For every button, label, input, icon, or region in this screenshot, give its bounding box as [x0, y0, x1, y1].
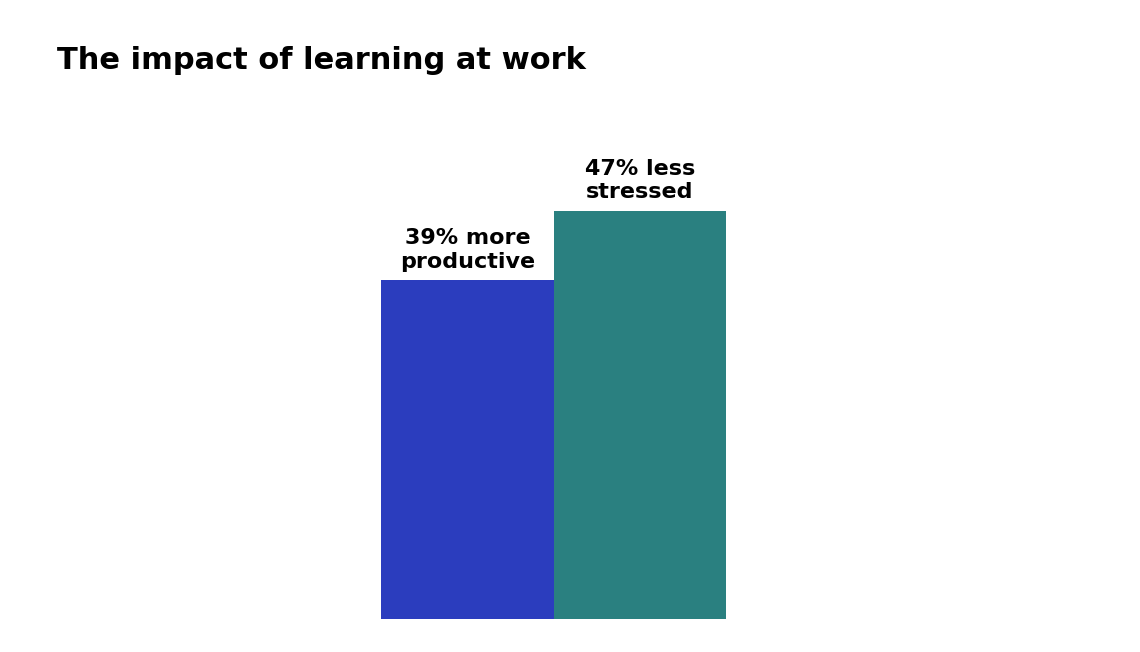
- Bar: [554, 211, 726, 619]
- Text: The impact of learning at work: The impact of learning at work: [57, 46, 586, 74]
- Text: 47% less
stressed: 47% less stressed: [585, 159, 695, 202]
- Text: 39% more
productive: 39% more productive: [400, 228, 535, 272]
- Bar: [381, 280, 554, 619]
